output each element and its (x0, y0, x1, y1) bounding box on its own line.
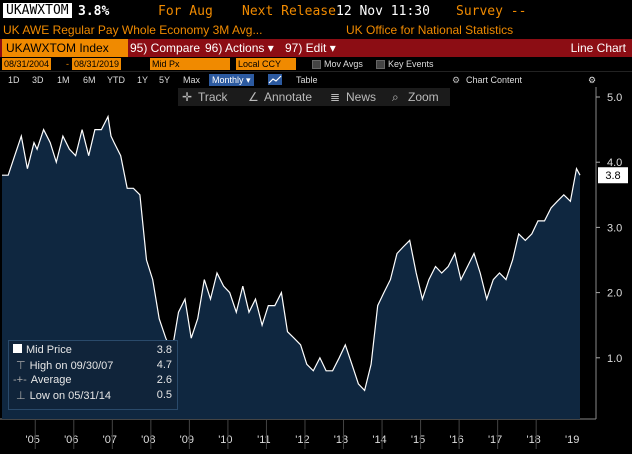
annotate-button[interactable]: Annotate (264, 90, 313, 104)
legend-avg-row: -+- Average (13, 374, 72, 386)
y-tick-label: 5.0 (607, 92, 622, 104)
price-field[interactable]: Mid Px (150, 58, 230, 70)
x-tick-label: '15 (411, 434, 425, 446)
actions-menu[interactable]: 96) Actions ▾ (205, 41, 274, 55)
range-bar: 1D 3D 1M 6M YTD 1Y 5Y Max Monthly ▾ Tabl… (0, 71, 632, 88)
mov-avgs-checkbox[interactable] (312, 60, 321, 69)
last-value-marker (598, 167, 628, 184)
low-marker-icon: ⊥ (16, 390, 26, 402)
frequency-dropdown[interactable]: Monthly ▾ (209, 74, 254, 86)
legend-low-label: Low on 05/31/14 (29, 390, 111, 402)
last-value-label: 3.8 (605, 170, 620, 182)
table-button[interactable]: Table (296, 75, 318, 85)
series-swatch-icon (13, 344, 22, 353)
key-events-checkbox[interactable] (376, 60, 385, 69)
zoom-icon[interactable]: ⌕ (392, 90, 399, 104)
current-value: 3.8% (78, 4, 110, 19)
y-tick-label: 1.0 (607, 353, 622, 365)
range-1d[interactable]: 1D (8, 75, 20, 85)
range-ytd[interactable]: YTD (107, 75, 125, 85)
line-chart-icon[interactable] (268, 74, 282, 85)
x-tick-label: '12 (295, 434, 309, 446)
range-max[interactable]: Max (183, 75, 201, 85)
chart-content-button[interactable]: Chart Content (466, 75, 523, 85)
legend-mid-row: Mid Price (13, 344, 72, 356)
legend-mid-value: 3.8 (156, 344, 172, 356)
track-button[interactable]: Track (198, 90, 228, 104)
x-tick-label: '19 (565, 434, 579, 446)
legend-mid-label: Mid Price (26, 344, 72, 356)
legend-low-value: 0.5 (156, 389, 172, 401)
function-toolbar: UKAWXTOM Index 95) Compare 96) Actions ▾… (0, 39, 632, 57)
range-5y[interactable]: 5Y (159, 75, 171, 85)
legend-high-label: High on 09/30/07 (29, 360, 114, 372)
settings-icon[interactable]: ⚙ (452, 75, 461, 85)
x-tick-label: '11 (257, 434, 271, 446)
y-tick-label: 2.0 (607, 288, 622, 300)
edit-menu[interactable]: 97) Edit ▾ (285, 41, 336, 55)
legend-avg-label: Average (30, 374, 72, 386)
annotate-icon[interactable]: ∠ (248, 90, 259, 104)
y-tick-label: 4.0 (607, 157, 622, 169)
y-tick-label: 3.0 (607, 222, 622, 234)
next-release-label: Next Release (242, 4, 336, 19)
x-tick-label: '09 (180, 434, 194, 446)
x-tick-label: '14 (372, 434, 386, 446)
news-icon[interactable]: ≣ (330, 90, 341, 104)
range-1m[interactable]: 1M (57, 75, 70, 85)
legend-low-row: ⊥ Low on 05/31/14 (13, 389, 111, 402)
chart-tools: ✛ Track ∠ Annotate ≣ News ⌕ Zoom (178, 88, 450, 106)
x-tick-label: '05 (26, 434, 40, 446)
view-title: Line Chart (570, 41, 626, 55)
x-tick-label: '10 (218, 434, 232, 446)
gear-icon[interactable]: ⚙ (588, 75, 597, 85)
x-tick-label: '08 (141, 434, 155, 446)
average-marker-icon: -+- (13, 374, 27, 386)
legend-avg-value: 2.6 (156, 374, 172, 386)
end-date-field[interactable]: 08/31/2019 (72, 58, 122, 70)
x-tick-label: '07 (103, 434, 117, 446)
x-tick-label: '06 (64, 434, 78, 446)
key-events-label: Key Events (388, 59, 434, 69)
header-bar: UKAWXTOM 3.8% For Aug Next Release 12 No… (0, 0, 632, 22)
subheader: UK AWE Regular Pay Whole Economy 3M Avg.… (0, 22, 632, 39)
track-icon[interactable]: ✛ (182, 90, 193, 104)
currency-field[interactable]: Local CCY (236, 58, 296, 70)
high-marker-icon: ⊤ (16, 360, 26, 372)
range-1y[interactable]: 1Y (137, 75, 149, 85)
start-date-field[interactable]: 08/31/2004 (2, 58, 52, 70)
x-tick-label: '13 (334, 434, 348, 446)
compare-button[interactable]: 95) Compare (130, 41, 201, 55)
next-release-value: 12 Nov 11:30 (336, 4, 430, 19)
ticker[interactable]: UKAWXTOM (3, 3, 72, 18)
zoom-button[interactable]: Zoom (408, 90, 439, 104)
x-tick-label: '18 (526, 434, 540, 446)
legend-high-value: 4.7 (156, 359, 172, 371)
for-period: For Aug (158, 4, 213, 19)
range-3d[interactable]: 3D (32, 75, 44, 85)
security-field[interactable]: UKAWXTOM Index (2, 39, 128, 57)
legend-high-row: ⊤ High on 09/30/07 (13, 359, 113, 372)
source: UK Office for National Statistics (346, 23, 514, 37)
range-6m[interactable]: 6M (83, 75, 96, 85)
news-button[interactable]: News (346, 90, 377, 104)
description: UK AWE Regular Pay Whole Economy 3M Avg.… (3, 23, 263, 37)
series-line[interactable] (2, 114, 581, 392)
legend[interactable]: Mid Price 3.8 ⊤ High on 09/30/07 4.7 -+- A… (8, 340, 178, 410)
options-bar: 08/31/2004 - 08/31/2019 Mid Px Local CCY… (0, 57, 632, 71)
x-tick-label: '16 (449, 434, 463, 446)
mov-avgs-label: Mov Avgs (324, 59, 363, 69)
survey-label: Survey -- (456, 4, 527, 19)
x-tick-label: '17 (488, 434, 502, 446)
